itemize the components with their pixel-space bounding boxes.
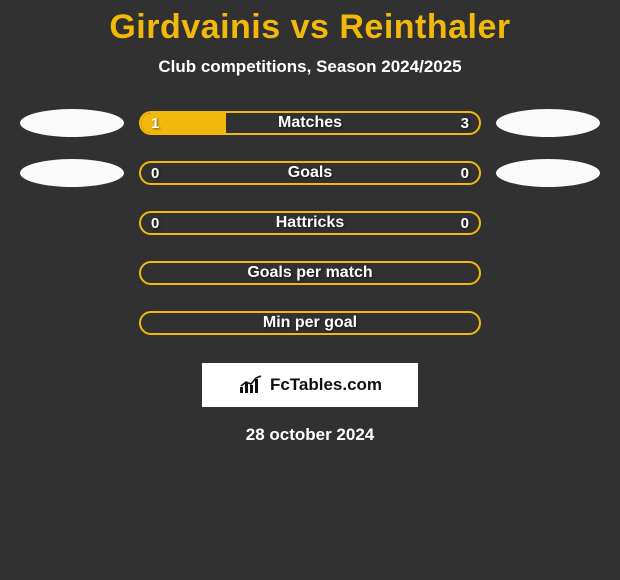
stat-row: 0Goals0: [17, 159, 603, 187]
stat-value-left: 0: [151, 163, 159, 183]
snapshot-date: 28 october 2024: [246, 425, 375, 445]
player-left-logo-slot: [17, 309, 127, 337]
page-title: Girdvainis vs Reinthaler: [109, 8, 510, 47]
stat-bar-fill: [141, 113, 226, 133]
player-right-logo-slot: [493, 159, 603, 187]
stat-value-right: 0: [461, 213, 469, 233]
stat-bar: Goals per match: [139, 261, 481, 285]
stat-row: Goals per match: [17, 259, 603, 287]
player-right-logo-slot: [493, 209, 603, 237]
chart-icon: [238, 375, 264, 395]
player-right-logo: [496, 159, 600, 187]
player-left-logo: [20, 109, 124, 137]
player-right-logo-slot: [493, 309, 603, 337]
player-right-logo-slot: [493, 109, 603, 137]
player-right-logo-slot: [493, 259, 603, 287]
stat-bar: 0Goals0: [139, 161, 481, 185]
branding-text: FcTables.com: [270, 375, 382, 395]
stat-label: Min per goal: [141, 313, 479, 333]
stat-label: Hattricks: [141, 213, 479, 233]
stat-bar: Min per goal: [139, 311, 481, 335]
stat-label: Goals: [141, 163, 479, 183]
stat-bar: 0Hattricks0: [139, 211, 481, 235]
stats-list: 1Matches30Goals00Hattricks0Goals per mat…: [17, 109, 603, 359]
branding-badge: FcTables.com: [202, 363, 418, 407]
player-left-logo-slot: [17, 259, 127, 287]
player-left-logo: [20, 159, 124, 187]
stat-value-right: 3: [461, 113, 469, 133]
player-left-logo-slot: [17, 209, 127, 237]
stat-row: Min per goal: [17, 309, 603, 337]
stat-row: 0Hattricks0: [17, 209, 603, 237]
comparison-card: Girdvainis vs Reinthaler Club competitio…: [0, 0, 620, 445]
page-subtitle: Club competitions, Season 2024/2025: [158, 57, 461, 77]
stat-value-left: 0: [151, 213, 159, 233]
player-left-logo-slot: [17, 109, 127, 137]
stat-row: 1Matches3: [17, 109, 603, 137]
player-right-logo: [496, 109, 600, 137]
player-left-logo-slot: [17, 159, 127, 187]
stat-label: Goals per match: [141, 263, 479, 283]
stat-value-right: 0: [461, 163, 469, 183]
stat-bar: 1Matches3: [139, 111, 481, 135]
